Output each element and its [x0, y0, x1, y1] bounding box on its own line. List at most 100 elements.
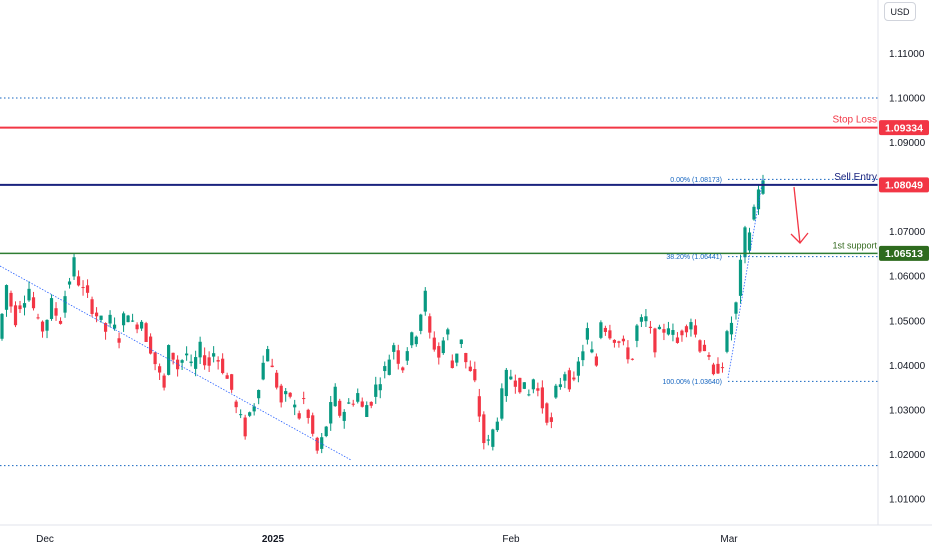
candle-body	[121, 313, 126, 326]
candle-body	[675, 337, 680, 343]
candle-body	[518, 377, 522, 393]
x-label-2025: 2025	[262, 534, 285, 545]
candle-body	[261, 362, 265, 380]
trendline-diagonal[interactable]	[0, 265, 352, 461]
candle-body	[419, 314, 423, 331]
candle-body	[94, 312, 99, 317]
candle-body	[756, 189, 761, 210]
y-tick-label: 1.04000	[889, 361, 926, 372]
candle-body	[563, 374, 567, 381]
candle-body	[72, 257, 76, 277]
candle-body	[410, 332, 414, 346]
candle-body	[117, 338, 121, 343]
candle-body	[576, 361, 580, 376]
candle-body	[302, 398, 306, 400]
candle-body	[103, 323, 108, 332]
candle-body	[639, 317, 644, 322]
candle-body	[464, 352, 468, 363]
candle-body	[194, 357, 198, 369]
candle-body	[180, 360, 184, 363]
candle-body	[234, 401, 238, 408]
candle-body	[36, 317, 40, 319]
candle-body	[130, 320, 135, 322]
candle-body	[239, 414, 243, 416]
candle-body	[63, 296, 67, 313]
candle-body	[40, 321, 45, 332]
y-tick-label: 1.01000	[889, 495, 926, 506]
candle-body	[248, 412, 252, 416]
candle-body	[432, 337, 436, 350]
x-label-mar: Mar	[720, 534, 738, 545]
candle-body	[747, 232, 752, 251]
candle-body	[144, 323, 148, 343]
candle-body	[545, 403, 549, 423]
candle-body	[761, 180, 765, 194]
candle-body	[513, 380, 517, 387]
candle-body	[572, 377, 576, 380]
candle-body	[311, 415, 315, 434]
x-label-dec: Dec	[36, 534, 54, 545]
candle-body	[54, 308, 58, 316]
candle-body	[320, 437, 324, 449]
candle-body	[22, 303, 27, 308]
candle-body	[176, 359, 180, 370]
candle-body	[531, 379, 535, 390]
candle-body	[752, 206, 756, 220]
candle-body	[617, 341, 621, 343]
candle-body	[734, 302, 738, 314]
candle-body	[342, 411, 346, 421]
candle-body	[495, 421, 499, 431]
candle-body	[716, 363, 720, 374]
candle-body	[689, 322, 693, 330]
svg-text:1.08049: 1.08049	[885, 180, 923, 192]
candle-body	[90, 299, 94, 314]
candle-body	[585, 328, 589, 340]
y-tick-label: 1.05000	[889, 316, 926, 327]
stop-loss-price-badge: 1.09334	[879, 120, 929, 136]
candle-body	[351, 403, 355, 405]
candle-body	[423, 290, 427, 312]
currency-button[interactable]: USD	[884, 2, 916, 21]
candle-body	[558, 384, 562, 388]
candle-body	[387, 359, 391, 375]
candle-body	[599, 322, 603, 338]
candle-body	[680, 330, 684, 336]
candle-body	[275, 372, 279, 388]
fib-trendline[interactable]	[727, 177, 764, 379]
candle-body	[522, 382, 526, 389]
price-axis[interactable]: 1.11000 1.10000 1.09000 1.07000 1.06000 1.050…	[889, 49, 926, 506]
candle-body	[468, 366, 472, 372]
candle-body	[13, 305, 18, 326]
stop-loss-label: Stop Loss	[833, 115, 877, 126]
candle-body	[491, 429, 495, 447]
candle-body	[527, 394, 531, 396]
candle-body	[148, 336, 153, 354]
y-tick-label: 1.07000	[889, 227, 926, 238]
candle-body	[329, 402, 333, 424]
candle-body	[630, 358, 635, 360]
sell-entry-label: Sell Entry	[834, 172, 877, 183]
candle-body	[203, 355, 207, 366]
candle-body	[347, 402, 351, 404]
candle-body	[594, 356, 598, 366]
x-label-feb: Feb	[502, 534, 520, 545]
candle-body	[297, 413, 301, 419]
candle-body	[31, 297, 36, 309]
fib-100-label: 100.00% (1.03640)	[662, 379, 722, 386]
candle-body	[671, 330, 675, 335]
candlestick-series	[0, 174, 765, 454]
candle-body	[27, 288, 31, 301]
candle-body	[266, 349, 270, 362]
candle-body	[666, 328, 671, 335]
candle-body	[459, 339, 463, 345]
down-arrow-icon	[790, 186, 809, 244]
candle-body	[76, 276, 81, 286]
candle-body	[4, 285, 9, 310]
candle-body	[252, 406, 256, 412]
candle-body	[653, 328, 657, 353]
y-tick-label: 1.10000	[889, 94, 926, 105]
candle-body	[216, 360, 220, 362]
candle-body	[486, 439, 490, 441]
candle-body	[428, 316, 432, 333]
